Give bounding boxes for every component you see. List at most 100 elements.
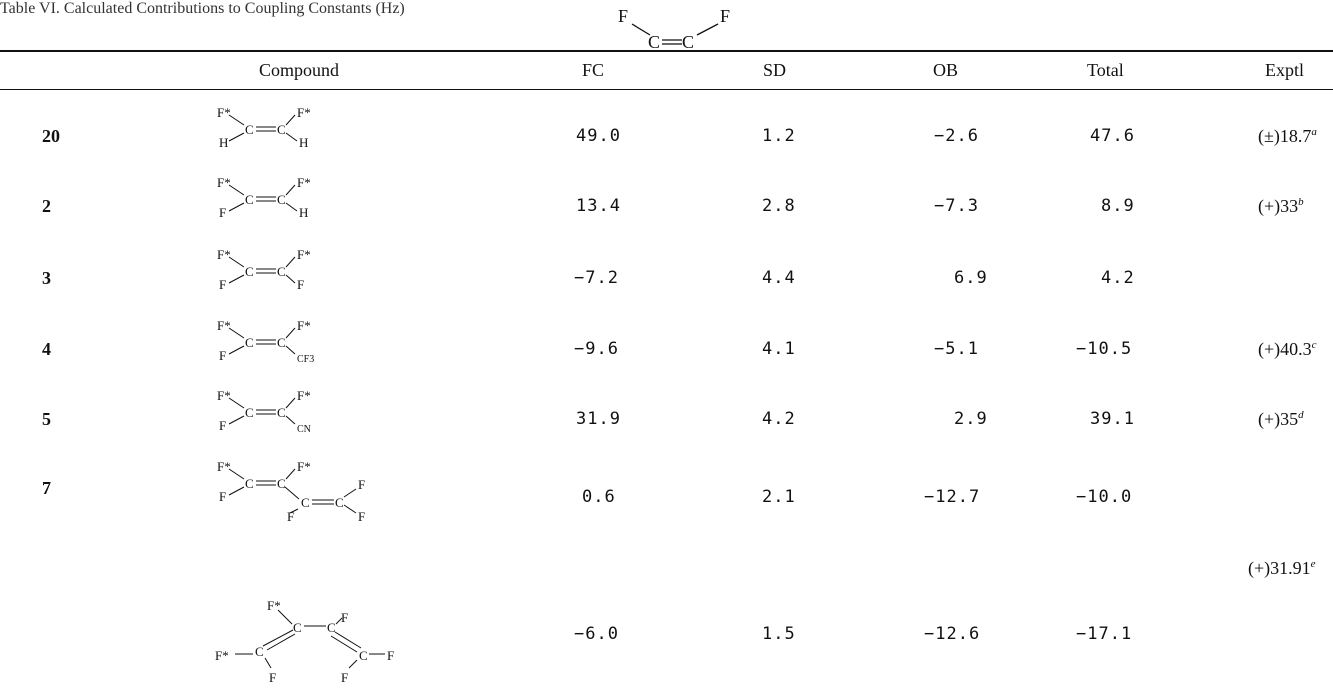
col-header-compound: Compound <box>259 60 340 80</box>
table-caption: Table VI. Calculated Contributions to Co… <box>0 0 405 17</box>
col-header-sd: SD <box>763 60 787 80</box>
row-5-id: 5 <box>42 409 51 429</box>
svg-text:F: F <box>287 509 294 524</box>
structure-compound-20: F* F* H H C C <box>217 105 311 150</box>
svg-text:C: C <box>293 620 302 635</box>
header-structure: F F C C <box>618 6 730 50</box>
row-4-id: 4 <box>42 339 51 359</box>
svg-text:F: F <box>358 477 365 492</box>
svg-text:F*: F* <box>297 175 311 190</box>
structure-compound-7-cis: F* F C C F* C F C F F <box>215 598 394 685</box>
row-2-fc: 13.4 <box>576 196 621 216</box>
svg-text:F*: F* <box>215 648 229 663</box>
svg-text:C: C <box>327 620 336 635</box>
svg-text:F: F <box>269 670 276 685</box>
row-5-sd: 4.2 <box>762 409 796 429</box>
structure-compound-3: F* F* F F C C <box>217 247 311 292</box>
header-atom-c-right: C <box>682 32 694 50</box>
svg-text:F*: F* <box>217 247 231 262</box>
svg-text:C: C <box>245 405 254 420</box>
header-atom-f-left: F <box>618 6 628 26</box>
row-7-id: 7 <box>42 478 51 498</box>
row-20-id: 20 <box>42 126 60 146</box>
svg-text:F*: F* <box>267 598 281 613</box>
row-20-ob: −2.6 <box>934 126 979 146</box>
row-7-sd: 2.1 <box>762 487 796 507</box>
row-20-total: 47.6 <box>1090 126 1135 146</box>
col-header-exptl: Exptl <box>1265 60 1304 80</box>
svg-text:C: C <box>245 264 254 279</box>
svg-text:F*: F* <box>217 459 231 474</box>
row-5-fc: 31.9 <box>576 409 621 429</box>
row-5-ob: 2.9 <box>954 409 988 429</box>
svg-text:C: C <box>277 264 286 279</box>
row-4-exptl: (+)40.3c <box>1258 339 1317 359</box>
svg-text:H: H <box>299 135 308 150</box>
row-3-fc: −7.2 <box>574 268 619 288</box>
header-atom-c-left: C <box>648 32 660 50</box>
row-2-id: 2 <box>42 196 51 216</box>
svg-text:F: F <box>358 509 365 524</box>
structure-compound-4: F* F* F CF3 C C <box>217 318 314 365</box>
svg-text:C: C <box>277 122 286 137</box>
svg-text:CF3: CF3 <box>297 354 314 365</box>
row-7-exptl: (+)31.91e <box>1248 558 1316 578</box>
svg-text:F: F <box>219 277 226 292</box>
svg-text:C: C <box>301 495 310 510</box>
svg-text:C: C <box>359 648 368 663</box>
table-header-rule <box>0 89 1333 90</box>
structure-compound-7-trans: F* F* F C C F C C F F <box>217 459 365 524</box>
svg-text:F*: F* <box>297 247 311 262</box>
svg-text:C: C <box>255 644 264 659</box>
svg-text:F*: F* <box>217 105 231 120</box>
svg-text:H: H <box>299 205 308 220</box>
svg-text:C: C <box>245 476 254 491</box>
svg-text:C: C <box>277 476 286 491</box>
row-7b-fc: −6.0 <box>574 624 619 644</box>
svg-text:C: C <box>335 495 344 510</box>
row-20-sd: 1.2 <box>762 126 796 146</box>
structure-compound-5: F* F* F CN C C <box>217 388 311 435</box>
svg-text:F: F <box>341 670 348 685</box>
row-4-ob: −5.1 <box>934 339 979 359</box>
svg-text:F*: F* <box>217 388 231 403</box>
row-5-exptl: (+)35d <box>1258 409 1304 429</box>
svg-text:CN: CN <box>297 424 311 435</box>
svg-text:F*: F* <box>297 459 311 474</box>
row-3-id: 3 <box>42 268 51 288</box>
svg-text:F*: F* <box>297 105 311 120</box>
row-3-sd: 4.4 <box>762 268 796 288</box>
row-2-total: 8.9 <box>1101 196 1135 216</box>
col-header-ob: OB <box>933 60 959 80</box>
svg-text:C: C <box>277 335 286 350</box>
table-top-rule <box>0 50 1333 52</box>
svg-text:F: F <box>219 418 226 433</box>
row-4-total: −10.5 <box>1076 339 1133 359</box>
row-5-total: 39.1 <box>1090 409 1135 429</box>
svg-text:C: C <box>245 122 254 137</box>
header-atom-f-right: F <box>720 6 730 26</box>
row-7b-total: −17.1 <box>1076 624 1133 644</box>
row-7b-ob: −12.6 <box>924 624 981 644</box>
svg-text:F: F <box>387 648 394 663</box>
row-2-sd: 2.8 <box>762 196 796 216</box>
row-7-total: −10.0 <box>1076 487 1133 507</box>
svg-text:C: C <box>277 192 286 207</box>
svg-text:F: F <box>341 610 348 625</box>
svg-text:F: F <box>219 489 226 504</box>
row-7b-sd: 1.5 <box>762 624 796 644</box>
row-3-ob: 6.9 <box>954 268 988 288</box>
row-4-sd: 4.1 <box>762 339 796 359</box>
svg-text:C: C <box>277 405 286 420</box>
svg-text:C: C <box>245 192 254 207</box>
row-3-total: 4.2 <box>1101 268 1135 288</box>
col-header-fc: FC <box>582 60 605 80</box>
svg-text:F*: F* <box>217 318 231 333</box>
svg-text:C: C <box>245 335 254 350</box>
svg-text:F*: F* <box>297 318 311 333</box>
row-4-fc: −9.6 <box>574 339 619 359</box>
row-7-fc: 0.6 <box>582 487 616 507</box>
svg-text:H: H <box>219 135 228 150</box>
svg-text:F: F <box>297 277 304 292</box>
structure-compound-2: F* F* F H C C <box>217 175 311 220</box>
